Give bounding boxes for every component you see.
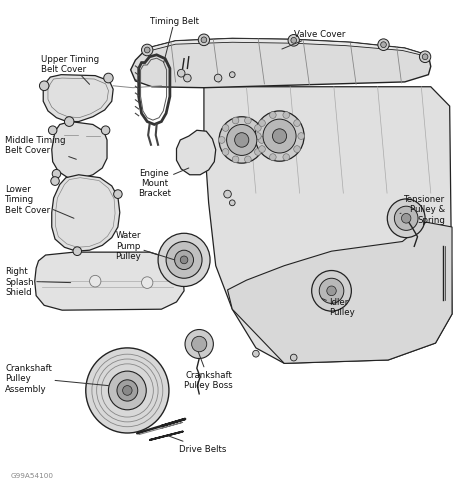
Circle shape	[219, 118, 264, 164]
Text: G99A54100: G99A54100	[10, 471, 53, 478]
Circle shape	[273, 130, 287, 144]
Circle shape	[258, 137, 265, 144]
Polygon shape	[204, 88, 452, 363]
Circle shape	[259, 146, 265, 153]
Circle shape	[227, 125, 257, 156]
Circle shape	[185, 330, 213, 359]
Circle shape	[229, 73, 235, 78]
Text: Water
Pump
Pulley: Water Pump Pulley	[116, 231, 174, 261]
Circle shape	[90, 276, 101, 287]
Polygon shape	[52, 122, 107, 179]
Circle shape	[166, 242, 202, 279]
Circle shape	[288, 35, 300, 47]
Circle shape	[253, 350, 259, 357]
Polygon shape	[52, 175, 120, 252]
Circle shape	[291, 354, 297, 361]
Circle shape	[255, 149, 261, 156]
Circle shape	[73, 247, 82, 256]
Circle shape	[245, 118, 251, 125]
Circle shape	[158, 234, 210, 287]
Circle shape	[381, 43, 386, 48]
Circle shape	[104, 74, 113, 84]
Circle shape	[86, 348, 169, 433]
Circle shape	[283, 112, 290, 119]
Circle shape	[52, 170, 61, 179]
Circle shape	[191, 336, 207, 352]
Circle shape	[263, 120, 296, 154]
Circle shape	[283, 154, 290, 161]
Circle shape	[294, 121, 301, 127]
Circle shape	[327, 287, 336, 296]
Circle shape	[224, 191, 231, 198]
Circle shape	[114, 190, 122, 199]
Circle shape	[312, 271, 351, 312]
Circle shape	[117, 380, 138, 401]
Circle shape	[255, 134, 261, 140]
Text: Upper Timing
Belt Cover: Upper Timing Belt Cover	[41, 55, 99, 85]
Circle shape	[259, 121, 265, 127]
Circle shape	[142, 277, 153, 289]
Text: Crankshaft
Pulley Boss: Crankshaft Pulley Boss	[184, 352, 233, 389]
Text: Crankshaft
Pulley
Assembly: Crankshaft Pulley Assembly	[5, 363, 109, 393]
Circle shape	[394, 207, 418, 231]
Circle shape	[101, 127, 110, 136]
Circle shape	[198, 35, 210, 46]
Polygon shape	[147, 39, 428, 58]
Circle shape	[39, 82, 49, 91]
Circle shape	[222, 125, 229, 132]
Text: Valve Cover: Valve Cover	[282, 30, 345, 50]
Circle shape	[180, 257, 188, 264]
Circle shape	[255, 112, 304, 162]
Circle shape	[123, 386, 132, 395]
Circle shape	[245, 157, 251, 164]
Circle shape	[201, 38, 207, 44]
Circle shape	[294, 146, 301, 153]
Circle shape	[232, 157, 239, 164]
Text: Timing Belt: Timing Belt	[150, 16, 199, 63]
Circle shape	[51, 177, 59, 186]
Text: Engine
Mount
Bracket: Engine Mount Bracket	[138, 168, 189, 198]
Circle shape	[177, 70, 185, 78]
Circle shape	[298, 134, 304, 140]
Circle shape	[145, 48, 150, 54]
Text: Middle Timing
Belt Cover: Middle Timing Belt Cover	[5, 136, 76, 160]
Circle shape	[48, 127, 57, 136]
Circle shape	[229, 200, 235, 206]
Polygon shape	[228, 223, 452, 363]
Circle shape	[401, 214, 411, 224]
Circle shape	[109, 371, 146, 410]
Polygon shape	[43, 76, 113, 122]
Text: Right
Splash
Shield: Right Splash Shield	[5, 267, 71, 296]
Circle shape	[422, 55, 428, 60]
Circle shape	[232, 118, 239, 125]
Circle shape	[255, 125, 261, 132]
Circle shape	[174, 251, 193, 270]
Circle shape	[387, 199, 425, 238]
Circle shape	[64, 118, 74, 127]
Circle shape	[219, 137, 225, 144]
Circle shape	[419, 52, 431, 63]
Text: Drive Belts: Drive Belts	[168, 436, 227, 453]
Text: Idler
Pulley: Idler Pulley	[322, 298, 355, 317]
Circle shape	[235, 134, 249, 148]
Circle shape	[222, 149, 229, 156]
Circle shape	[214, 75, 222, 83]
Text: Lower
Timing
Belt Cover: Lower Timing Belt Cover	[5, 185, 74, 219]
Polygon shape	[131, 39, 431, 89]
Circle shape	[270, 112, 276, 119]
Circle shape	[291, 38, 297, 44]
Polygon shape	[35, 253, 184, 311]
Circle shape	[183, 75, 191, 83]
Circle shape	[378, 40, 389, 51]
Circle shape	[142, 45, 153, 57]
Circle shape	[270, 154, 276, 161]
Circle shape	[319, 279, 344, 304]
Polygon shape	[176, 131, 216, 175]
Text: Tensioner
Pulley &
Spring: Tensioner Pulley & Spring	[400, 194, 445, 224]
